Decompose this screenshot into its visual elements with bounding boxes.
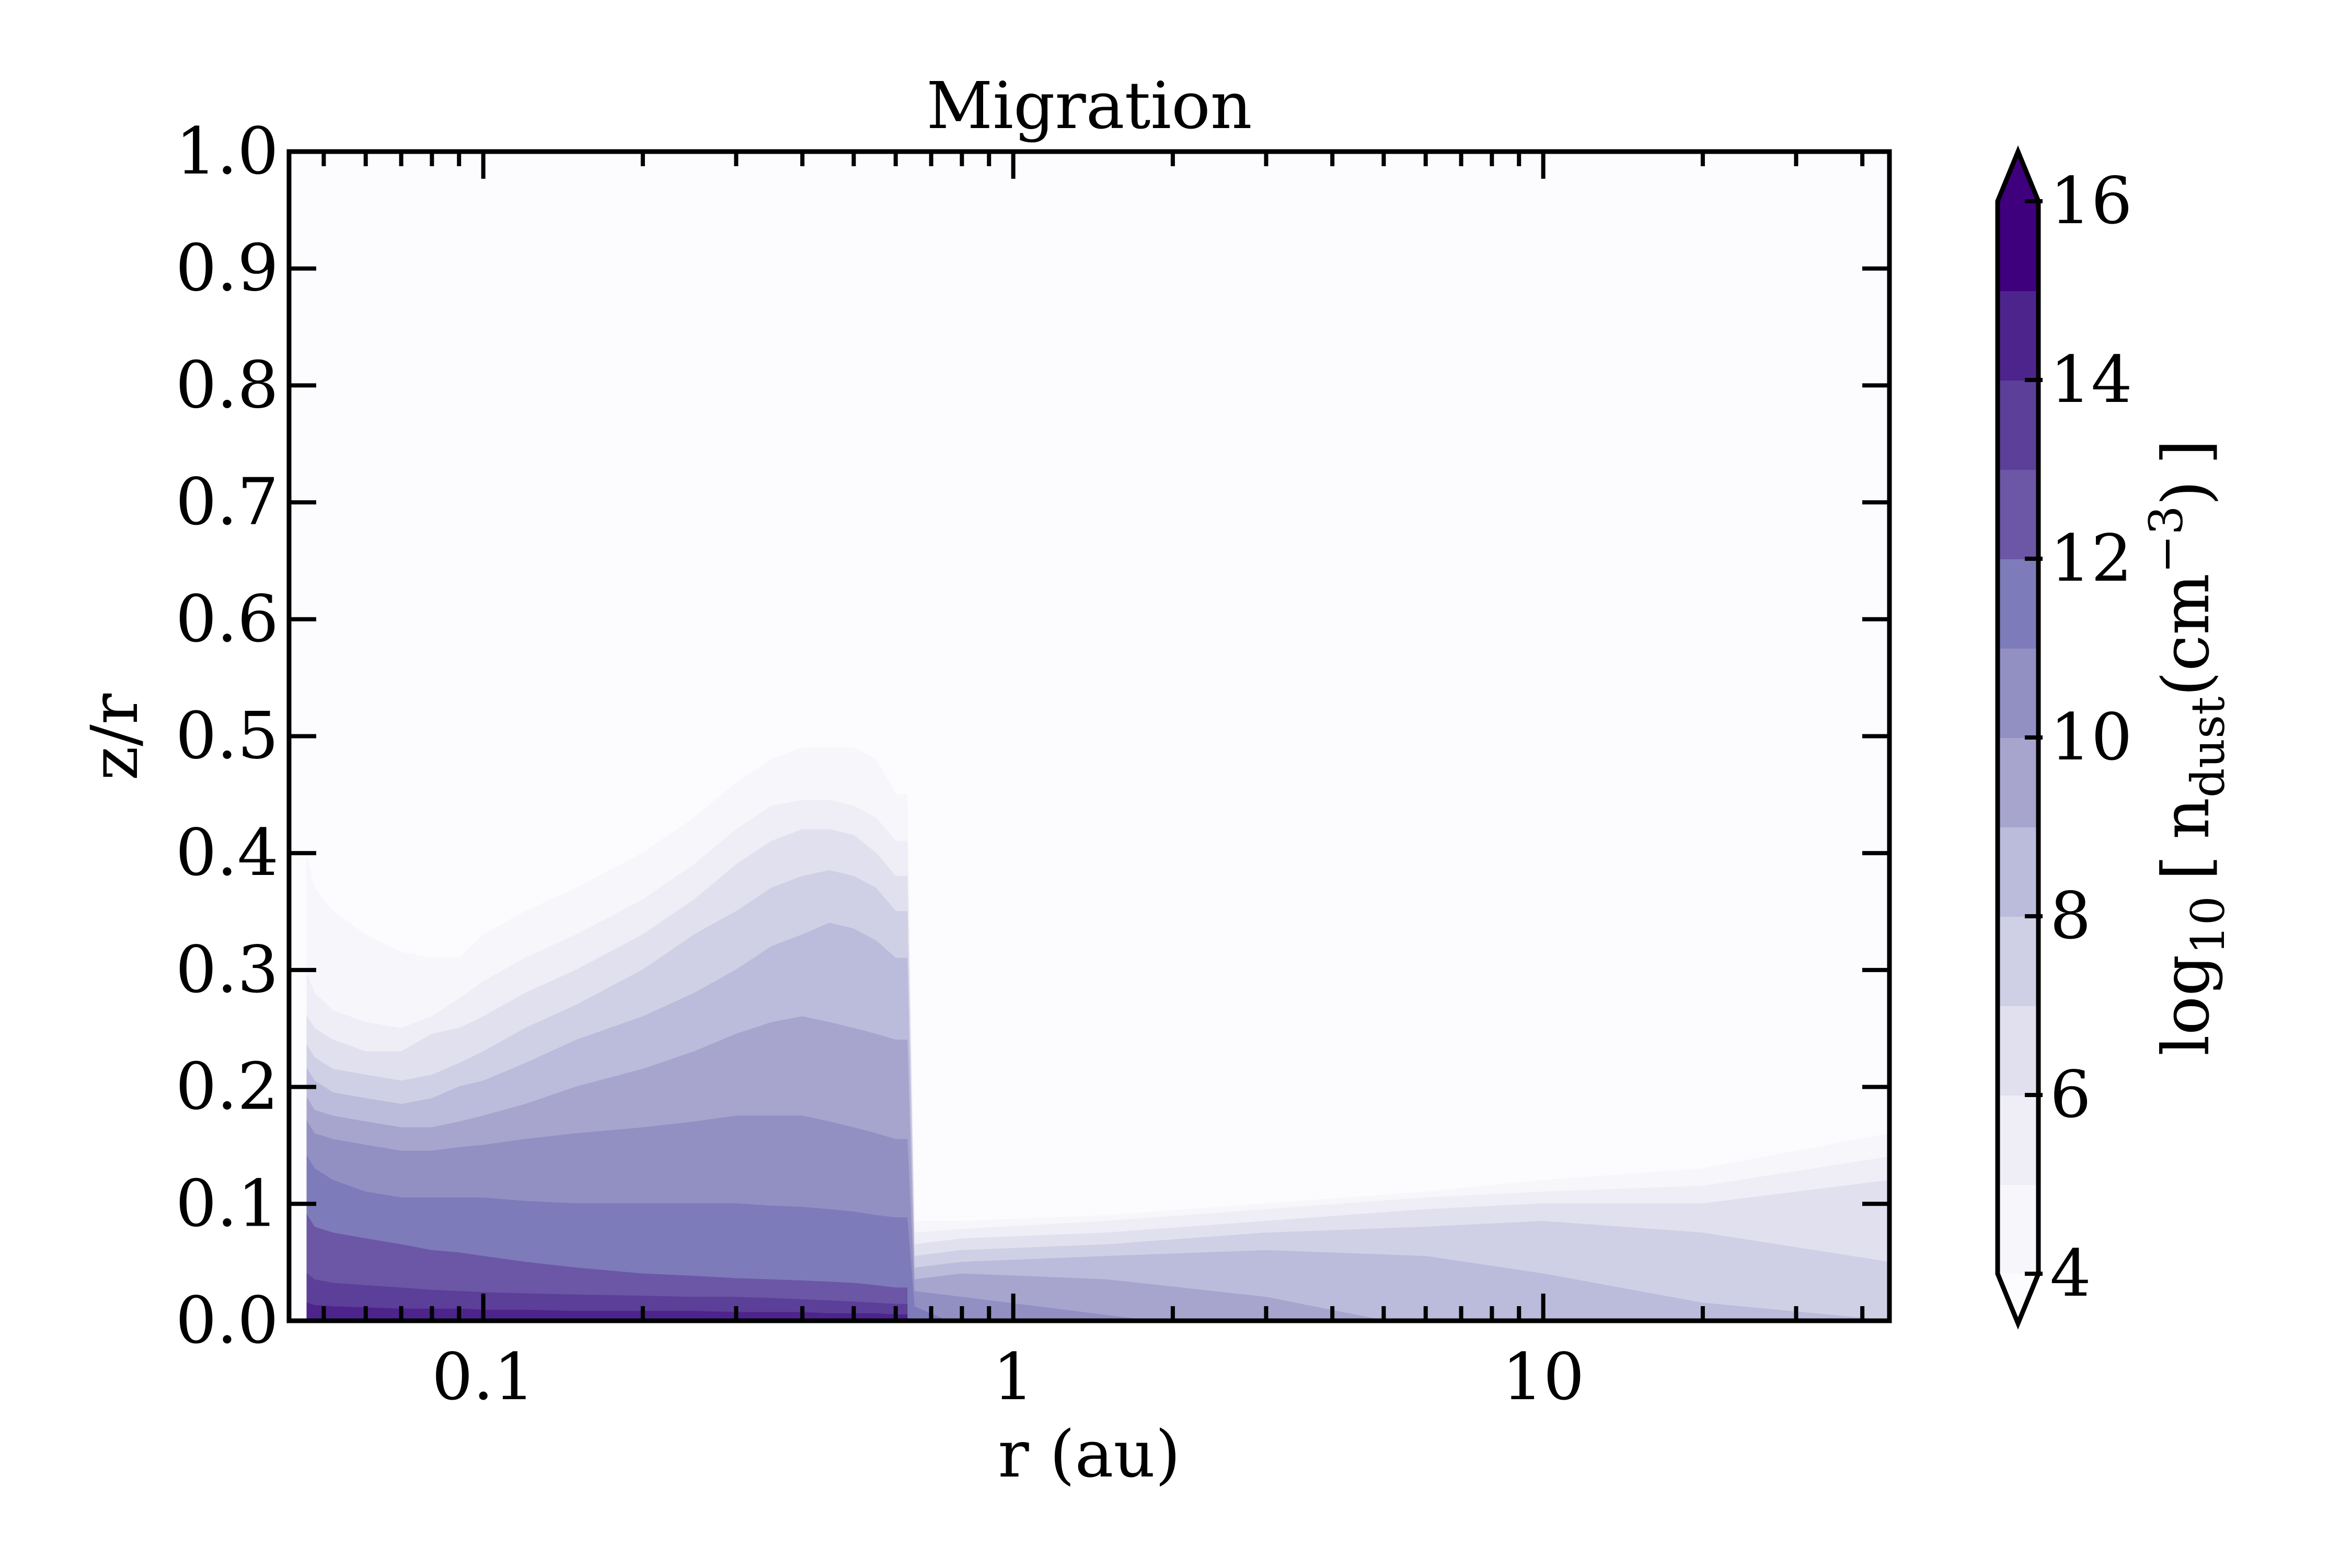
colorbar-tick-label: 10 (2050, 700, 2132, 775)
y-tick-label: 0.8 (176, 348, 279, 423)
y-tick-label: 0.6 (176, 582, 279, 657)
x-axis-label: r (au) (998, 1417, 1180, 1492)
y-axis-ticks: 0.0 0.1 0.2 0.3 0.4 0.5 0.6 0.7 0.8 0.9 1.0 (176, 114, 1889, 1358)
colorbar-label-log-sub: 10 (2181, 896, 2235, 954)
y-tick-label: 0.9 (176, 231, 279, 306)
contour-fills (306, 747, 1889, 1321)
colorbar-band (1998, 827, 2038, 917)
colorbar-label-unit-sup: −3 (2139, 505, 2193, 573)
colorbar-band (1998, 201, 2038, 291)
colorbar-extend-min (1998, 1274, 2038, 1323)
y-tick-label: 0.1 (176, 1166, 279, 1241)
colorbar-band (1998, 1184, 2038, 1274)
colorbar-tick-label: 8 (2050, 879, 2091, 954)
colorbar-band (1998, 291, 2038, 381)
y-tick-label: 0.2 (176, 1050, 279, 1125)
x-tick-label: 1 (993, 1340, 1034, 1415)
colorbar-label-log: log (2149, 954, 2224, 1056)
y-tick-label: 0.3 (176, 932, 279, 1008)
colorbar-band (1998, 916, 2038, 1006)
y-tick-label: 0.5 (176, 699, 279, 774)
x-axis-ticks: 0.1 1 10 (321, 152, 1865, 1415)
colorbar (1995, 145, 2041, 1330)
y-tick-label: 1.0 (176, 114, 279, 189)
colorbar-label-n-sub: dust (2181, 697, 2235, 798)
colorbar-ticks: 4 6 8 10 12 14 16 (2025, 164, 2132, 1311)
colorbar-band (1998, 469, 2038, 559)
chart-title: Migration (926, 68, 1252, 144)
x-tick-label: 10 (1502, 1340, 1585, 1415)
x-tick-label: 0.1 (432, 1340, 535, 1415)
colorbar-tick-label: 14 (2050, 342, 2132, 418)
colorbar-tick-label: 16 (2050, 164, 2132, 239)
colorbar-band (1998, 648, 2038, 738)
colorbar-label: log10 [ ndust(cm−3)] (2139, 440, 2235, 1056)
y-tick-label: 0.0 (176, 1283, 279, 1358)
colorbar-tick-label: 12 (2050, 521, 2132, 596)
colorbar-label-bracket-open: [ (2149, 855, 2224, 880)
colorbar-band (1998, 380, 2038, 470)
colorbar-extend-max (1998, 152, 2038, 201)
colorbar-band (1998, 1006, 2038, 1096)
y-axis-label: z/r (77, 693, 153, 780)
colorbar-label-unit-open: (cm (2149, 573, 2224, 696)
colorbar-label-bracket-close: ] (2149, 440, 2224, 465)
colorbar-band (1998, 1095, 2038, 1185)
colorbar-label-n: n (2149, 798, 2224, 839)
y-tick-label: 0.7 (176, 465, 279, 540)
colorbar-band (1998, 559, 2038, 649)
colorbar-label-unit-close: ) (2149, 480, 2224, 505)
y-tick-label: 0.4 (176, 815, 279, 891)
colorbar-tick-label: 6 (2050, 1057, 2091, 1133)
colorbar-band (1998, 737, 2038, 827)
colorbar-tick-label: 4 (2050, 1236, 2091, 1311)
